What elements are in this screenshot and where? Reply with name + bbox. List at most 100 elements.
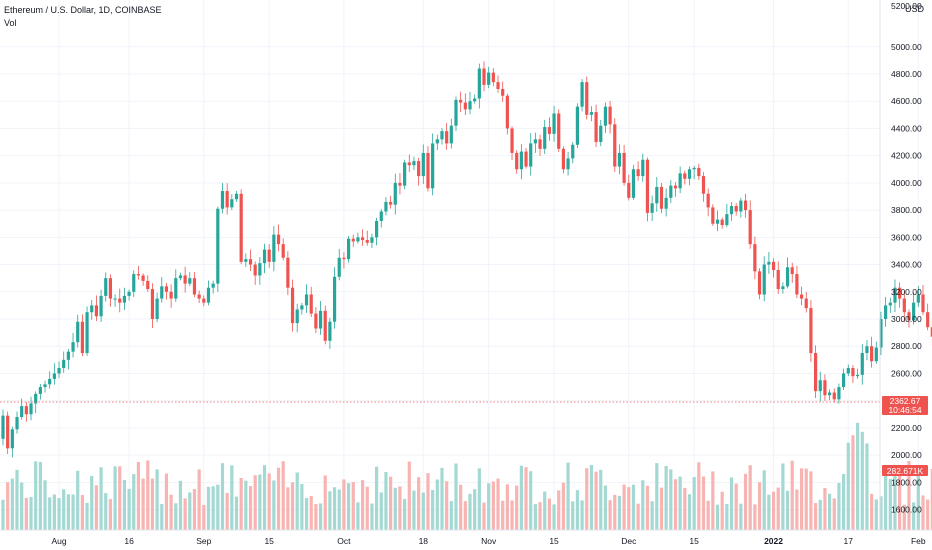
volume-bar bbox=[169, 494, 173, 530]
candle-body bbox=[543, 127, 547, 149]
grid bbox=[0, 0, 919, 530]
volume-bar bbox=[150, 478, 155, 530]
volume-bar bbox=[108, 499, 113, 530]
volume-bar bbox=[155, 469, 159, 530]
candle-body bbox=[295, 309, 299, 324]
volume-bar bbox=[230, 465, 234, 530]
candle-body bbox=[818, 380, 822, 392]
candle-body bbox=[603, 106, 608, 126]
volume-bar bbox=[515, 485, 519, 530]
candle-body bbox=[1, 415, 5, 439]
price-axis[interactable]: 1600.001800.002000.002200.002400.002600.… bbox=[891, 1, 922, 515]
candle-body bbox=[851, 368, 855, 377]
volume-bar bbox=[6, 482, 10, 530]
volume-bar bbox=[318, 503, 323, 530]
candle-body bbox=[94, 305, 98, 317]
candle-body bbox=[557, 113, 561, 149]
candle-body bbox=[71, 342, 75, 352]
volume-bar bbox=[24, 497, 28, 530]
candle-body bbox=[725, 214, 729, 226]
candle-body bbox=[66, 351, 70, 360]
volume-bar bbox=[34, 461, 38, 530]
volume-bar bbox=[543, 491, 547, 530]
volume-bar bbox=[636, 503, 640, 530]
volume-bar bbox=[827, 493, 832, 530]
volume-bar bbox=[360, 480, 365, 530]
candle-body bbox=[76, 321, 80, 343]
candle-body bbox=[384, 201, 388, 212]
price-tick-label: 5000.00 bbox=[891, 42, 922, 52]
candle-body bbox=[356, 237, 360, 242]
candle-body bbox=[304, 294, 309, 306]
volume-bar bbox=[781, 463, 785, 530]
candle-body bbox=[921, 294, 925, 313]
volume-bar bbox=[557, 490, 561, 530]
candle-body bbox=[300, 305, 304, 310]
volume-bar bbox=[580, 500, 584, 530]
volume-bar bbox=[178, 480, 183, 530]
volume-bar bbox=[837, 483, 841, 530]
time-tick-label: 15 bbox=[549, 536, 559, 546]
volume-bar bbox=[566, 462, 570, 530]
volume-bar bbox=[785, 490, 790, 530]
candle-body bbox=[426, 152, 430, 189]
volume-bar bbox=[449, 501, 453, 530]
candle-body bbox=[174, 278, 178, 299]
candle-body bbox=[739, 200, 743, 212]
currency-label[interactable]: USD bbox=[904, 4, 924, 14]
volume-bar bbox=[697, 462, 701, 530]
symbol-title[interactable]: Ethereum / U.S. Dollar, 1D, COINBASE bbox=[4, 5, 162, 15]
volume-bar bbox=[496, 478, 500, 530]
candle-body bbox=[776, 270, 780, 290]
volume-bar bbox=[706, 500, 710, 530]
candle-body bbox=[118, 298, 122, 303]
candle-body bbox=[435, 139, 439, 144]
volume-bar bbox=[762, 470, 766, 530]
volume-bar bbox=[659, 487, 664, 530]
price-tick-label: 1800.00 bbox=[891, 477, 922, 487]
time-axis[interactable]: Aug16Sep15Oct18Nov15Dec15202217Feb15Mar bbox=[51, 536, 932, 546]
volume-bar bbox=[351, 482, 355, 530]
candle-body bbox=[650, 203, 654, 213]
volume-bar bbox=[613, 494, 617, 530]
volume-bar bbox=[85, 502, 89, 530]
candle-body bbox=[290, 287, 295, 324]
volume-bar bbox=[248, 486, 253, 530]
candle-body bbox=[160, 286, 164, 299]
candle-body bbox=[365, 240, 369, 243]
candle-body bbox=[477, 68, 481, 99]
time-tick-label: Oct bbox=[337, 536, 351, 546]
time-tick-label: Nov bbox=[481, 536, 497, 546]
last-price-value: 2362.67 bbox=[890, 396, 921, 406]
candle-body bbox=[10, 429, 14, 449]
volume-bar bbox=[804, 468, 808, 530]
candle-body bbox=[230, 199, 234, 208]
volume-bar bbox=[725, 503, 729, 530]
volume-bar bbox=[874, 499, 878, 530]
candle-body bbox=[206, 287, 211, 303]
candle-body bbox=[85, 312, 89, 354]
candle-body bbox=[169, 291, 173, 299]
candle-body bbox=[272, 234, 276, 262]
volume-bar bbox=[865, 443, 869, 530]
candle-body bbox=[842, 373, 846, 388]
volume-bar bbox=[627, 487, 631, 530]
volume-bar bbox=[912, 502, 916, 530]
volume-bar bbox=[519, 465, 523, 530]
volume-bars bbox=[1, 422, 932, 530]
volume-bar bbox=[678, 476, 682, 530]
candle-body bbox=[930, 327, 932, 337]
price-tick-label: 4000.00 bbox=[891, 178, 922, 188]
volume-bar bbox=[856, 422, 860, 530]
candle-body bbox=[454, 99, 458, 126]
candle-body bbox=[622, 152, 626, 183]
candle-body bbox=[898, 287, 902, 299]
candle-body bbox=[846, 368, 850, 374]
candle-body bbox=[757, 271, 762, 295]
volume-indicator-label[interactable]: Vol bbox=[4, 18, 17, 28]
candles bbox=[1, 61, 932, 458]
candle-body bbox=[599, 125, 603, 143]
candle-body bbox=[678, 173, 682, 189]
